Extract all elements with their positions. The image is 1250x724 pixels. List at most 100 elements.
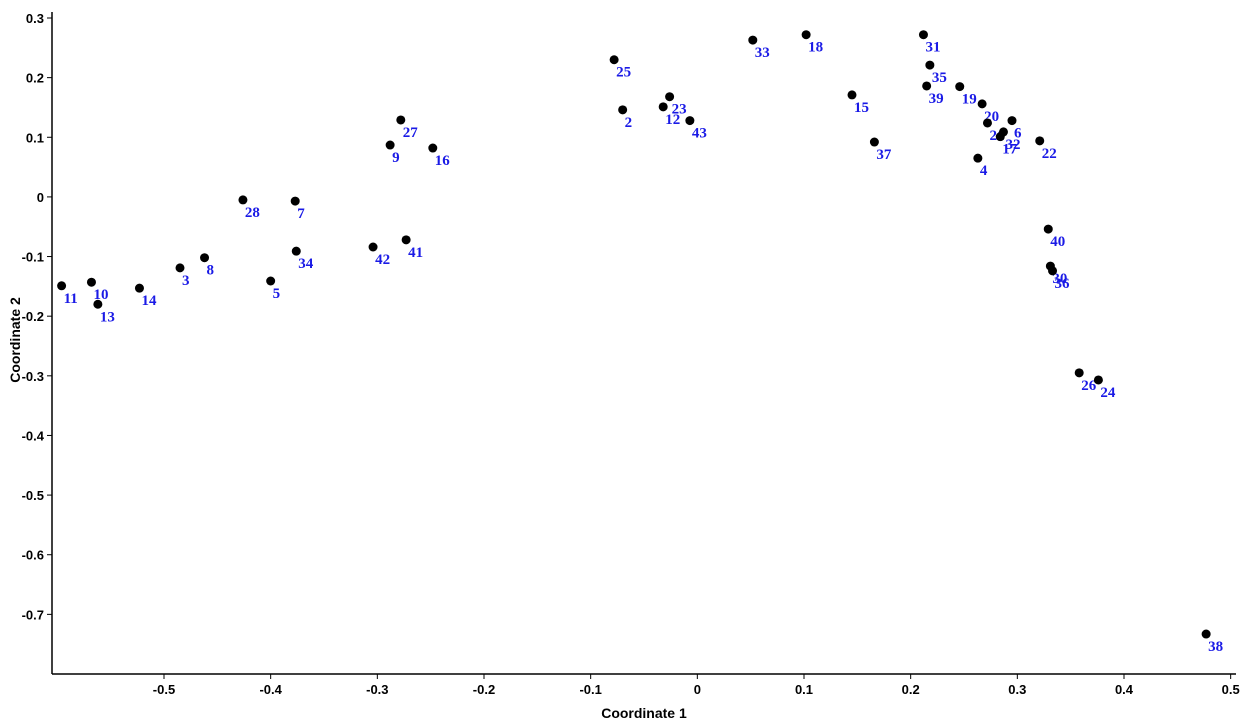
point-label: 6	[1014, 126, 1022, 142]
point	[918, 30, 928, 40]
point	[1007, 116, 1017, 126]
y-tick-label: -0.2	[22, 309, 44, 324]
point-label: 33	[755, 45, 770, 61]
point	[1074, 368, 1084, 378]
point	[665, 92, 675, 102]
point	[922, 81, 932, 91]
y-tick-label: -0.6	[22, 548, 44, 563]
x-tick-label: -0.4	[259, 682, 282, 697]
point-label: 17	[1002, 142, 1018, 158]
point	[685, 116, 695, 126]
y-tick-label: -0.1	[22, 250, 44, 265]
point-label: 11	[64, 291, 78, 307]
x-tick-label: 0.3	[1008, 682, 1026, 697]
point-label: 37	[876, 147, 892, 163]
point	[973, 153, 983, 163]
point	[175, 263, 185, 273]
point	[266, 276, 276, 286]
x-tick-label: -0.1	[579, 682, 601, 697]
point-label: 24	[1100, 385, 1116, 401]
x-tick-label: -0.2	[473, 682, 495, 697]
point-label: 31	[925, 40, 940, 56]
point	[86, 277, 96, 287]
x-tick-label: -0.5	[153, 682, 175, 697]
point-label: 2	[625, 115, 633, 131]
y-tick-label: 0.2	[26, 71, 44, 86]
point	[1093, 375, 1103, 385]
point-label: 39	[929, 91, 944, 107]
point-label: 14	[141, 293, 157, 309]
point-label: 41	[408, 245, 423, 261]
point-label: 7	[297, 206, 305, 222]
y-tick-label: -0.4	[22, 428, 45, 443]
point	[368, 242, 378, 252]
point	[658, 102, 668, 112]
y-tick-label: -0.5	[22, 488, 44, 503]
point	[238, 195, 248, 205]
point	[1048, 266, 1058, 276]
point	[801, 30, 811, 40]
x-axis-title: Coordinate 1	[601, 705, 687, 721]
y-tick-label: 0.3	[26, 11, 44, 26]
point-label: 18	[808, 40, 823, 56]
point-label: 40	[1050, 234, 1065, 250]
x-tick-label: 0.5	[1222, 682, 1240, 697]
point-label: 8	[207, 263, 215, 279]
point	[847, 90, 857, 100]
x-tick-label: 0.4	[1115, 682, 1134, 697]
point	[200, 253, 210, 263]
point	[609, 55, 619, 65]
point-label: 16	[435, 153, 451, 169]
point-label: 9	[392, 150, 400, 166]
point-label: 15	[854, 100, 869, 116]
point	[982, 118, 992, 128]
y-tick-label: -0.3	[22, 369, 44, 384]
point	[1201, 629, 1211, 639]
point-label: 4	[980, 163, 988, 179]
x-tick-label: -0.3	[366, 682, 388, 697]
point-label: 25	[616, 65, 631, 81]
point	[748, 35, 758, 45]
point-label: 10	[93, 287, 108, 303]
y-tick-label: 0.1	[26, 130, 44, 145]
point	[925, 60, 935, 70]
point-label: 19	[962, 92, 977, 108]
point-label: 22	[1042, 146, 1057, 162]
point-label: 5	[273, 286, 281, 302]
point-label: 28	[245, 205, 260, 221]
point	[428, 143, 438, 153]
point	[977, 99, 987, 109]
point	[385, 140, 395, 150]
y-axis-title: Coordinate 2	[7, 297, 23, 383]
point-label: 38	[1208, 639, 1223, 655]
point-label: 35	[932, 70, 947, 86]
point	[291, 246, 301, 256]
y-tick-label: -0.7	[22, 607, 44, 622]
point-label: 34	[298, 256, 314, 272]
x-tick-label: 0	[694, 682, 701, 697]
point	[57, 281, 67, 291]
point	[618, 105, 628, 115]
point-label: 32	[1005, 137, 1020, 153]
point	[1043, 224, 1053, 234]
point-label: 23	[672, 102, 687, 118]
point	[955, 82, 965, 92]
point	[134, 283, 144, 293]
point-label: 3	[182, 273, 190, 289]
x-tick-label: 0.2	[902, 682, 920, 697]
point-label: 26	[1081, 378, 1097, 394]
point-label: 12	[665, 112, 680, 128]
y-tick-label: 0	[37, 190, 44, 205]
point-label: 43	[692, 126, 707, 142]
point-label: 30	[1052, 271, 1067, 287]
point	[290, 196, 300, 206]
point	[995, 132, 1005, 142]
point-label: 36	[1055, 276, 1071, 292]
point	[1035, 136, 1045, 146]
point-label: 42	[375, 252, 390, 268]
point	[396, 115, 406, 125]
point-label: 27	[403, 125, 419, 141]
x-tick-label: 0.1	[795, 682, 813, 697]
point	[401, 235, 411, 245]
